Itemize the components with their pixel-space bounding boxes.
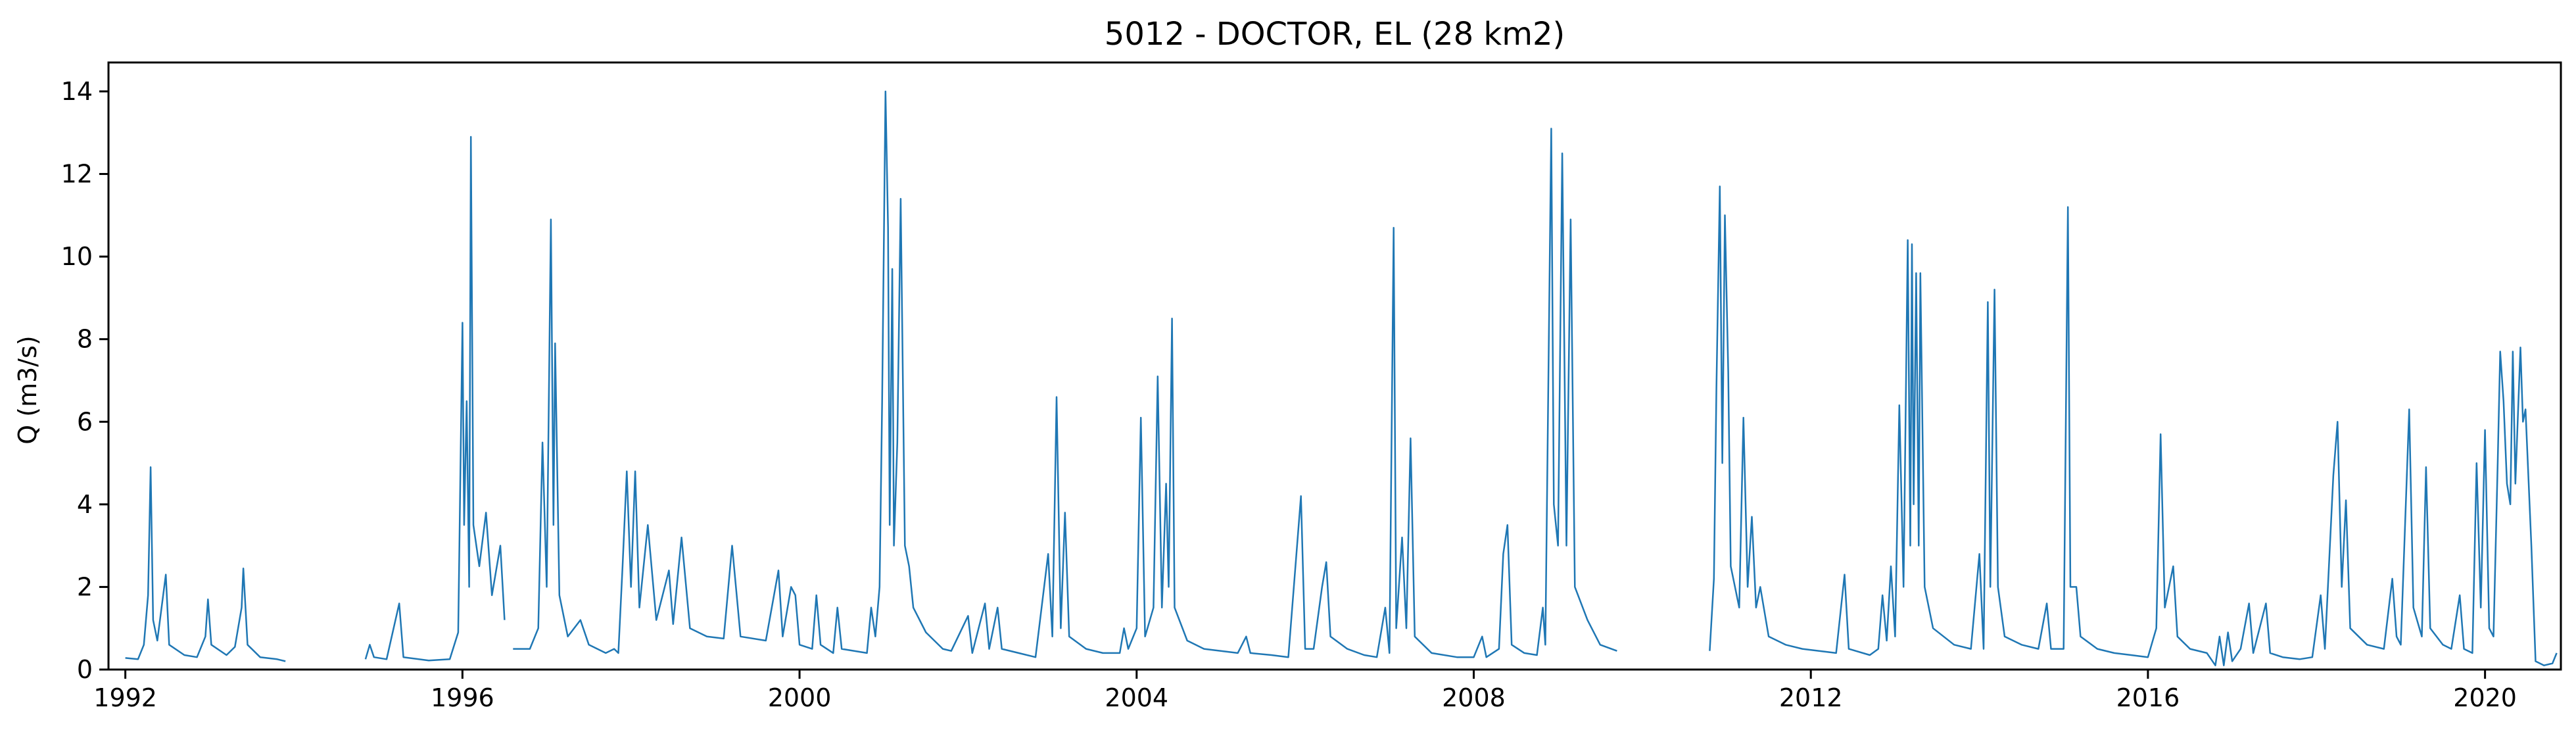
discharge-series-line xyxy=(1709,185,2558,666)
y-tick-label: 8 xyxy=(77,325,93,354)
x-tick-label: 2000 xyxy=(768,683,832,712)
y-tick-label: 6 xyxy=(77,407,93,436)
x-tick-label: 1996 xyxy=(431,683,494,712)
chart-title: 5012 - DOCTOR, EL (28 km2) xyxy=(1105,16,1565,53)
plot-frame xyxy=(107,61,2562,671)
x-tick-label: 1992 xyxy=(93,683,157,712)
x-tick-label: 2020 xyxy=(2453,683,2517,712)
discharge-series-line xyxy=(513,90,1617,658)
y-axis: 0 2 4 6 8 10 12 14 xyxy=(61,77,108,684)
y-axis-label: Q (m3/s) xyxy=(13,335,42,444)
discharge-series-line xyxy=(364,135,506,662)
y-tick-label: 4 xyxy=(77,490,93,519)
discharge-series-line xyxy=(125,466,286,662)
x-tick-label: 2012 xyxy=(1779,683,1843,712)
x-axis: 1992 1996 2000 2004 2008 2012 2016 2020 xyxy=(93,670,2517,712)
series-group xyxy=(125,90,2558,666)
plot-area xyxy=(107,61,2562,671)
y-tick-label: 2 xyxy=(77,572,93,601)
y-tick-label: 0 xyxy=(77,655,93,684)
x-tick-label: 2008 xyxy=(1442,683,1506,712)
y-tick-label: 10 xyxy=(61,242,93,271)
x-tick-label: 2016 xyxy=(2116,683,2180,712)
y-tick-label: 14 xyxy=(61,77,93,106)
x-tick-label: 2004 xyxy=(1105,683,1168,712)
y-tick-label: 12 xyxy=(61,160,93,189)
